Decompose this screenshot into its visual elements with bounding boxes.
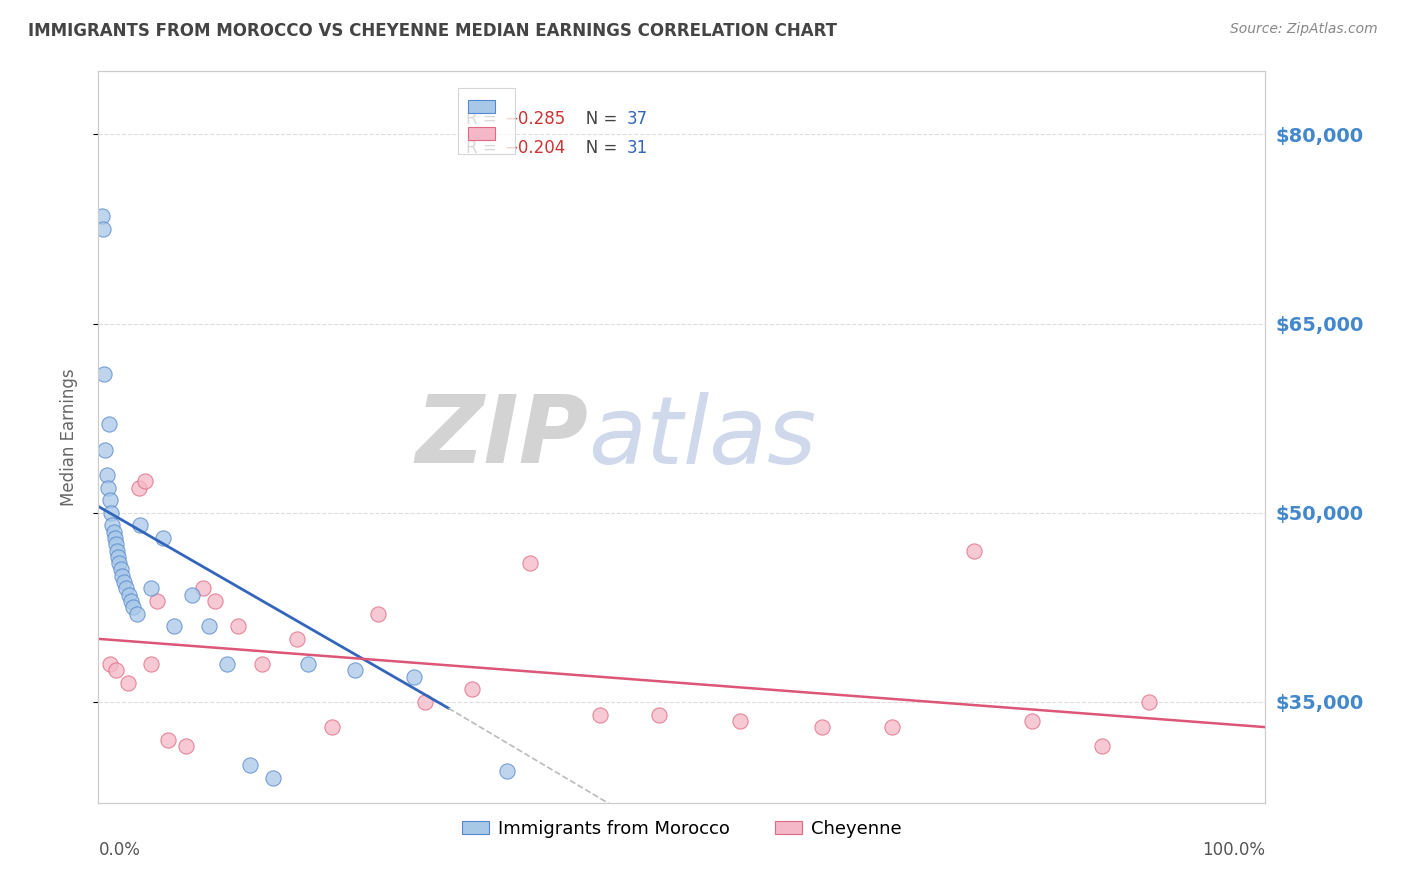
Legend: Immigrants from Morocco, Cheyenne: Immigrants from Morocco, Cheyenne bbox=[454, 813, 910, 845]
Point bbox=[128, 481, 150, 495]
Y-axis label: Median Earnings: Median Earnings bbox=[59, 368, 77, 506]
Text: N =: N = bbox=[571, 139, 623, 157]
Point bbox=[193, 582, 215, 596]
Point bbox=[496, 764, 519, 779]
Point bbox=[204, 594, 226, 608]
Point bbox=[962, 543, 984, 558]
Text: 0.0%: 0.0% bbox=[98, 840, 141, 859]
Point bbox=[104, 537, 127, 551]
Point bbox=[90, 210, 112, 224]
Point bbox=[297, 657, 319, 671]
Point bbox=[1091, 739, 1114, 753]
Point bbox=[97, 417, 120, 432]
Point bbox=[321, 720, 343, 734]
Point bbox=[139, 657, 162, 671]
Point bbox=[98, 657, 121, 671]
Point bbox=[107, 549, 129, 564]
Point bbox=[115, 582, 138, 596]
Text: N =: N = bbox=[571, 110, 623, 128]
Text: −0.204: −0.204 bbox=[505, 139, 565, 157]
Point bbox=[108, 556, 131, 570]
Point bbox=[100, 506, 122, 520]
Point bbox=[239, 758, 262, 772]
Point bbox=[125, 607, 148, 621]
Point bbox=[811, 720, 834, 734]
Point bbox=[215, 657, 238, 671]
Point bbox=[104, 664, 127, 678]
Point bbox=[402, 670, 425, 684]
Point bbox=[98, 493, 121, 508]
Text: ZIP: ZIP bbox=[416, 391, 589, 483]
Point bbox=[105, 543, 128, 558]
Point bbox=[1137, 695, 1160, 709]
Point bbox=[129, 518, 152, 533]
Text: 100.0%: 100.0% bbox=[1202, 840, 1265, 859]
Point bbox=[262, 771, 284, 785]
Point bbox=[730, 714, 752, 728]
Point bbox=[122, 600, 145, 615]
Point bbox=[103, 524, 125, 539]
Point bbox=[112, 575, 135, 590]
Text: 37: 37 bbox=[627, 110, 648, 128]
Point bbox=[134, 474, 156, 488]
Point bbox=[228, 619, 250, 633]
Point bbox=[96, 467, 118, 482]
Point bbox=[118, 588, 141, 602]
Point bbox=[180, 588, 202, 602]
Point bbox=[285, 632, 308, 646]
Text: atlas: atlas bbox=[589, 392, 817, 483]
Point bbox=[101, 518, 124, 533]
Point bbox=[344, 664, 367, 678]
Point bbox=[589, 707, 612, 722]
Point bbox=[152, 531, 174, 545]
Point bbox=[91, 222, 114, 236]
Point bbox=[97, 481, 120, 495]
Point bbox=[110, 562, 132, 576]
Point bbox=[93, 367, 115, 381]
Point bbox=[104, 531, 127, 545]
Text: −0.285: −0.285 bbox=[505, 110, 565, 128]
Point bbox=[111, 569, 134, 583]
Point bbox=[117, 676, 139, 690]
Point bbox=[880, 720, 903, 734]
Point bbox=[174, 739, 197, 753]
Text: R =: R = bbox=[465, 110, 502, 128]
Text: IMMIGRANTS FROM MOROCCO VS CHEYENNE MEDIAN EARNINGS CORRELATION CHART: IMMIGRANTS FROM MOROCCO VS CHEYENNE MEDI… bbox=[28, 22, 837, 40]
Point bbox=[647, 707, 669, 722]
Point bbox=[94, 442, 117, 457]
Point bbox=[163, 619, 186, 633]
Point bbox=[198, 619, 221, 633]
Point bbox=[519, 556, 541, 570]
Point bbox=[461, 682, 484, 697]
Point bbox=[367, 607, 389, 621]
Point bbox=[120, 594, 142, 608]
Point bbox=[1021, 714, 1043, 728]
Point bbox=[139, 582, 162, 596]
Point bbox=[250, 657, 273, 671]
Text: 31: 31 bbox=[627, 139, 648, 157]
Text: R =: R = bbox=[465, 139, 502, 157]
Point bbox=[413, 695, 436, 709]
Point bbox=[146, 594, 169, 608]
Text: Source: ZipAtlas.com: Source: ZipAtlas.com bbox=[1230, 22, 1378, 37]
Point bbox=[157, 732, 180, 747]
